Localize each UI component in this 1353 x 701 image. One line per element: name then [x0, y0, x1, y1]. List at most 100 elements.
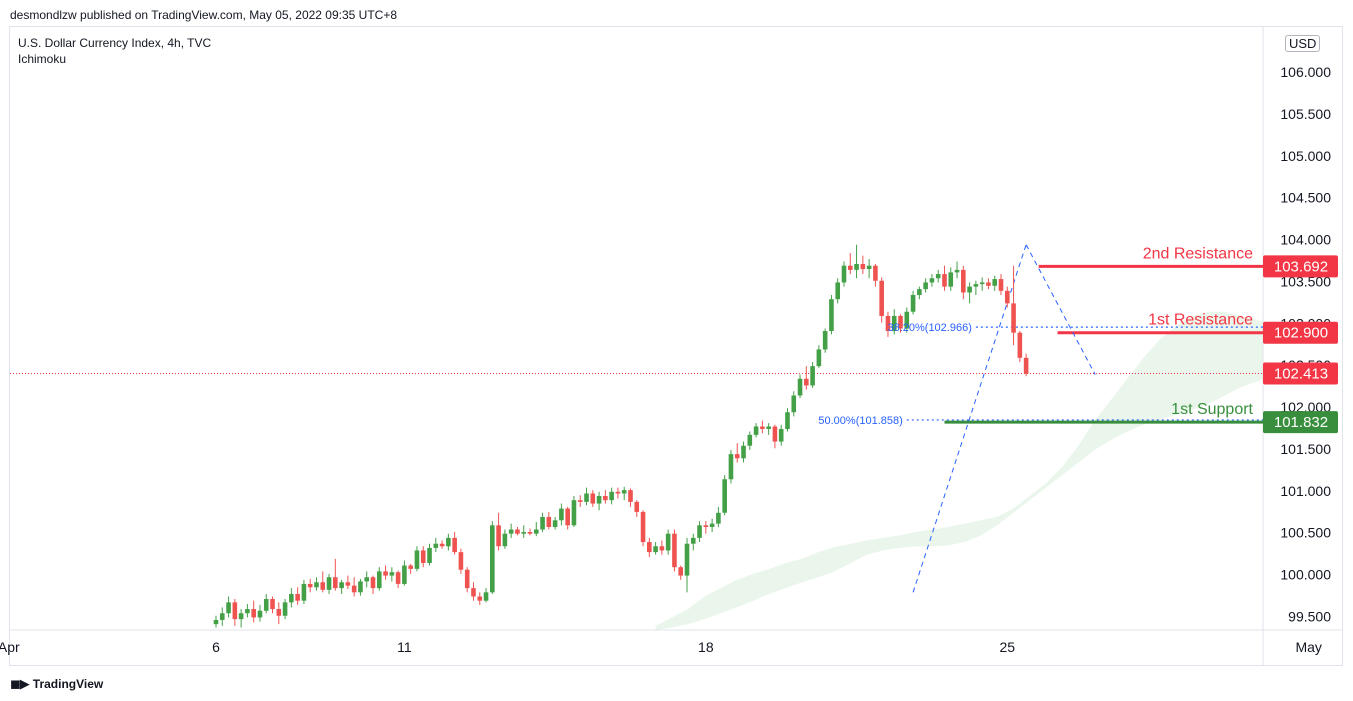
y-tick-label: 102.000: [1280, 399, 1331, 415]
candle-bear: [1004, 286, 1010, 308]
symbol-line: U.S. Dollar Currency Index, 4h, TVC: [18, 36, 212, 50]
level-label: 2nd Resistance: [1143, 245, 1253, 262]
candle-body: [709, 523, 715, 527]
candle-body: [734, 454, 740, 459]
candle-bear: [760, 420, 765, 434]
candle-bear: [276, 602, 282, 625]
candle-body: [672, 533, 677, 568]
candle-bull: [596, 491, 602, 511]
level-price-tag: [1263, 255, 1338, 278]
candle-bear: [232, 599, 238, 626]
current-price-text: 102.413: [1274, 365, 1328, 382]
candle-bear: [515, 526, 520, 536]
candle-bear: [703, 521, 709, 534]
candle-body: [841, 265, 847, 283]
ichimoku-cloud-area: [655, 311, 1263, 630]
level-price-text: 103.692: [1274, 258, 1328, 275]
currency-label[interactable]: USD: [1285, 35, 1321, 52]
candle-body: [973, 284, 979, 287]
y-tick-label: 100.000: [1280, 567, 1331, 583]
tradingview-logo[interactable]: ◼︎▶ TradingView: [10, 676, 103, 692]
candle-body: [320, 582, 326, 590]
candle-body: [703, 525, 709, 527]
candle-body: [527, 532, 533, 534]
fib-level-label: 38.20%(102.966): [887, 322, 971, 334]
candle-body: [307, 583, 313, 588]
candle-body: [728, 454, 734, 480]
candle-body: [345, 582, 351, 586]
y-tick-label: 101.000: [1280, 483, 1331, 499]
candle-bull: [358, 578, 363, 596]
candle-body: [891, 315, 897, 332]
candle-body: [226, 602, 231, 614]
candle-body: [521, 532, 527, 534]
candle-bear: [615, 487, 621, 499]
candle-body: [559, 508, 564, 521]
candle-body: [420, 550, 426, 563]
candle-bear: [961, 265, 966, 300]
candle-bear: [527, 528, 533, 536]
candle-body: [370, 577, 376, 589]
candle-bear: [885, 311, 891, 337]
candle-body: [904, 311, 910, 329]
candle-body: [427, 547, 432, 563]
candle-body: [854, 264, 859, 270]
candle-bear: [879, 277, 884, 323]
candle-bear: [1023, 353, 1029, 377]
candle-bear: [634, 500, 640, 517]
candle-body: [289, 593, 294, 603]
candles: [213, 244, 1029, 628]
candle-bull: [289, 588, 294, 608]
candle-bull: [257, 604, 263, 622]
candle-bull: [690, 533, 696, 551]
fib-trend-line: [912, 244, 1027, 593]
candle-bull: [238, 609, 244, 628]
x-tick-label: 25: [999, 639, 1015, 655]
ichimoku-cloud: [655, 311, 1263, 630]
candle-bull: [923, 278, 928, 293]
indicator-line[interactable]: Ichimoku: [18, 52, 67, 66]
x-tick-label: May: [1295, 639, 1321, 655]
candle-body: [797, 378, 803, 396]
candle-bear: [860, 255, 866, 275]
candle-body: [515, 529, 520, 534]
candle-body: [402, 565, 407, 584]
candle-bull: [973, 280, 979, 295]
candle-bull: [722, 475, 727, 516]
candle-body: [596, 496, 602, 504]
candle-bull: [653, 542, 658, 555]
candle-body: [615, 491, 621, 494]
candle-body: [496, 525, 501, 547]
candle-bear: [1017, 331, 1023, 362]
level-price-text: 101.832: [1274, 414, 1328, 431]
candle-bull: [753, 423, 759, 438]
candle-body: [935, 274, 941, 279]
candle-bear: [333, 558, 338, 591]
candle-body: [333, 577, 338, 589]
candle-bull: [402, 560, 407, 586]
candle-body: [477, 596, 483, 601]
tradingview-logo-icon: ◼︎▶: [10, 676, 30, 691]
candle-bear: [772, 424, 778, 449]
candle-body: [690, 537, 696, 544]
candle-body: [847, 265, 853, 270]
candle-bear: [464, 567, 470, 593]
candle-bull: [490, 521, 495, 594]
candle-body: [653, 546, 658, 553]
candle-body: [276, 609, 282, 616]
candle-bull: [376, 567, 382, 591]
candle-body: [351, 585, 357, 593]
candle-body: [804, 378, 809, 386]
candle-bull: [929, 274, 935, 287]
x-tick-label: 18: [698, 639, 714, 655]
candle-bear: [351, 577, 357, 597]
candle-body: [1011, 303, 1016, 333]
candle-body: [766, 426, 771, 429]
fib-level-label: 50.00%(101.858): [818, 415, 902, 427]
candle-body: [257, 610, 263, 618]
candle-bear: [408, 563, 413, 574]
candle-bear: [565, 506, 570, 530]
candle-body: [772, 426, 778, 442]
candle-body: [295, 593, 300, 601]
